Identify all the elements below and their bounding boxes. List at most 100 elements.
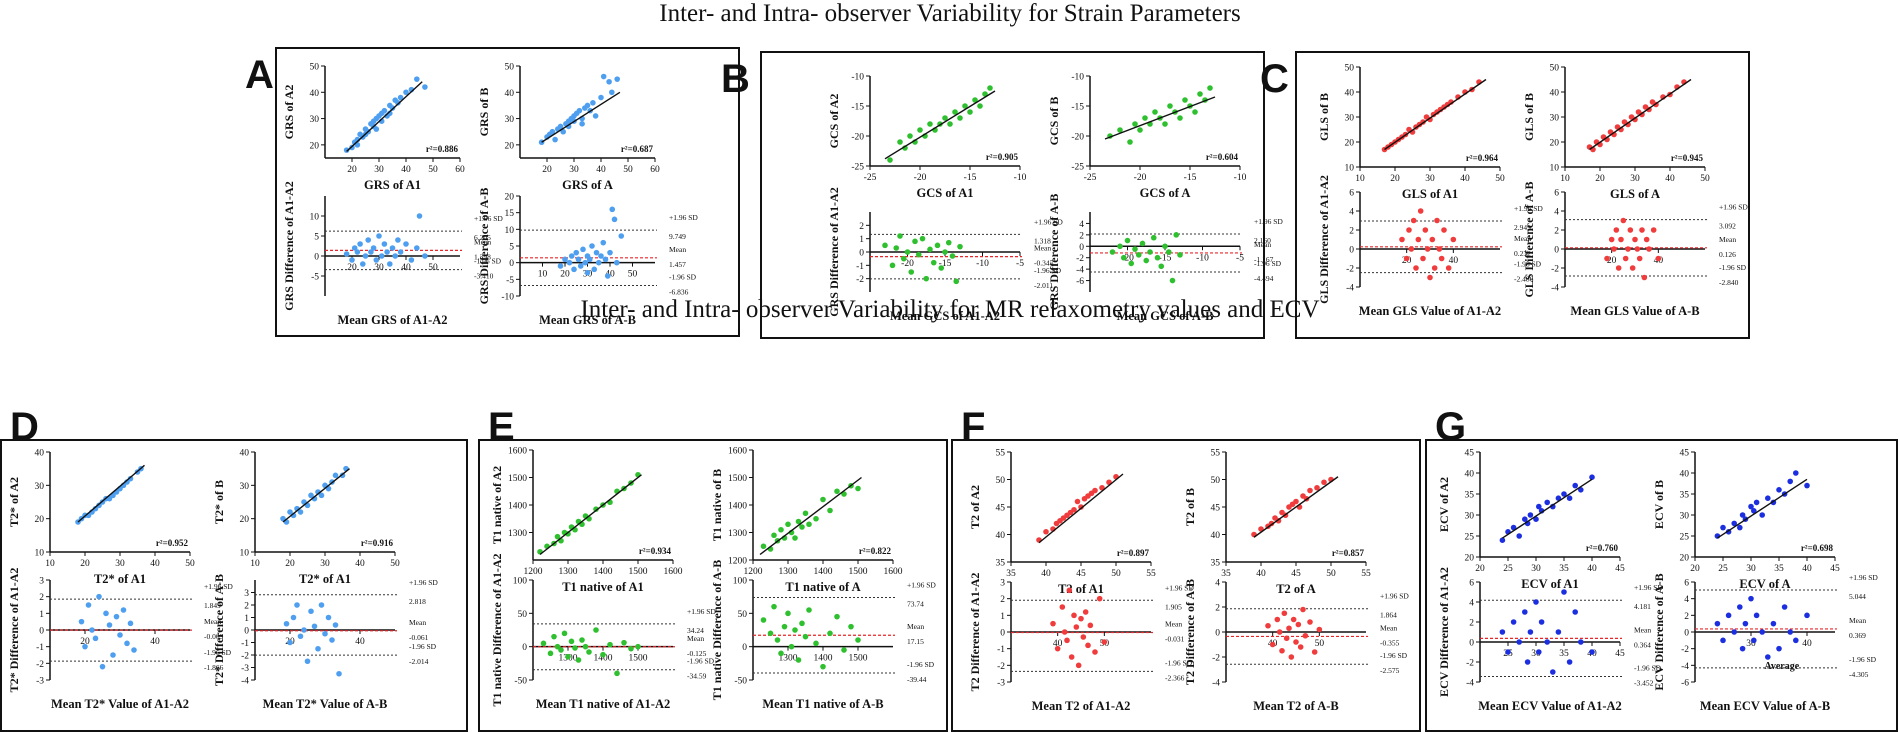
x-tick-label: 30 bbox=[1425, 174, 1435, 184]
data-point bbox=[1422, 227, 1429, 233]
y-tick-label: 20 bbox=[310, 141, 320, 151]
annotation-label: Average bbox=[1764, 661, 1799, 672]
upper-limit-tag: +1.96 SD bbox=[907, 581, 936, 590]
x-axis-label: Mean GCS of A-B bbox=[1117, 309, 1214, 323]
x-tick-label: 20 bbox=[80, 559, 90, 569]
data-point bbox=[613, 259, 620, 266]
data-point bbox=[628, 645, 634, 652]
x-tick-label: 1400 bbox=[814, 567, 833, 577]
data-point bbox=[283, 620, 290, 627]
r-squared-label: r²=0.760 bbox=[1586, 543, 1619, 553]
y-axis-label: T2 of A2 bbox=[968, 485, 982, 529]
regression-line bbox=[1384, 78, 1487, 151]
y-tick-label: 1 bbox=[1000, 612, 1005, 622]
upper-limit-tag: +1.96 SD bbox=[1380, 592, 1409, 601]
data-point bbox=[1634, 246, 1641, 252]
y-tick-label: 100 bbox=[733, 577, 748, 587]
data-point bbox=[802, 633, 809, 640]
data-point bbox=[1302, 632, 1309, 639]
y-tick-label: -2 bbox=[856, 275, 864, 285]
y-tick-label: 2 bbox=[1215, 604, 1220, 614]
x-tick-label: 1400 bbox=[594, 654, 613, 664]
data-point bbox=[1417, 208, 1424, 214]
data-point bbox=[373, 126, 380, 132]
y-axis-label: GRS of B bbox=[477, 88, 491, 137]
data-point bbox=[1632, 116, 1638, 123]
y-tick-label: 20 bbox=[1345, 139, 1355, 149]
data-point bbox=[290, 614, 297, 621]
y-tick-label: -3 bbox=[997, 679, 1005, 689]
mean-tag: Mean bbox=[1254, 240, 1271, 249]
y-tick-label: 20 bbox=[1550, 139, 1560, 149]
y-tick-label: 45 bbox=[1211, 504, 1221, 514]
data-point bbox=[792, 627, 798, 633]
mean-tag: Mean bbox=[204, 617, 221, 626]
x-axis-label: Mean ECV Value of A1-A2 bbox=[1478, 699, 1622, 713]
y-tick-label: -1 bbox=[856, 262, 864, 272]
data-point bbox=[893, 245, 900, 251]
x-tick-label: 1600 bbox=[884, 567, 903, 577]
y-tick-label: 50 bbox=[310, 63, 320, 73]
y-tick-label: 0 bbox=[1469, 639, 1474, 649]
data-point bbox=[945, 239, 952, 246]
data-point bbox=[1438, 255, 1445, 262]
data-point bbox=[1751, 508, 1757, 514]
r-squared-label: r²=0.822 bbox=[859, 546, 892, 556]
mean-value: 1.457 bbox=[669, 260, 686, 269]
y-tick-label: -20 bbox=[851, 133, 864, 143]
y-tick-label: 10 bbox=[35, 549, 45, 559]
data-point bbox=[1787, 478, 1793, 485]
y-tick-label: 5 bbox=[509, 243, 514, 253]
data-point bbox=[887, 157, 893, 163]
y-tick-label: -50 bbox=[514, 677, 527, 687]
panel-frame bbox=[1425, 439, 1898, 732]
data-point bbox=[600, 73, 607, 80]
data-point bbox=[609, 206, 616, 213]
regression-line bbox=[346, 81, 423, 152]
data-point bbox=[576, 107, 583, 114]
x-axis-label: T2 of A bbox=[1276, 582, 1316, 596]
data-point bbox=[1636, 255, 1643, 262]
x-axis-label: GCS of A1 bbox=[917, 186, 974, 200]
x-tick-label: 50 bbox=[1111, 569, 1121, 579]
r-squared-label: r²=0.687 bbox=[621, 144, 654, 154]
data-point bbox=[381, 107, 388, 114]
data-point bbox=[1561, 589, 1567, 595]
y-axis-label: GCS of B bbox=[1047, 97, 1061, 146]
y-tick-label: 4 bbox=[1469, 599, 1474, 609]
y-tick-label: 55 bbox=[996, 449, 1006, 459]
data-point bbox=[855, 485, 861, 492]
data-point bbox=[557, 263, 564, 269]
y-tick-label: -4 bbox=[1076, 266, 1084, 276]
data-point bbox=[1295, 621, 1302, 628]
y-tick-label: -1 bbox=[997, 645, 1005, 655]
data-point bbox=[1804, 482, 1810, 489]
data-point bbox=[1431, 265, 1438, 271]
data-point bbox=[110, 652, 116, 658]
data-point bbox=[1731, 629, 1737, 635]
data-point bbox=[1765, 654, 1771, 660]
mean-tag: Mean bbox=[687, 634, 704, 643]
upper-limit-value: 3.092 bbox=[1719, 222, 1736, 231]
data-point bbox=[1192, 109, 1198, 115]
y-tick-label: 50 bbox=[1550, 64, 1560, 74]
x-tick-label: 50 bbox=[1326, 569, 1336, 579]
data-point bbox=[384, 249, 390, 255]
data-point bbox=[1269, 641, 1276, 648]
y-tick-label: 50 bbox=[738, 610, 748, 620]
data-point bbox=[1572, 482, 1578, 489]
r-squared-label: r²=0.897 bbox=[1117, 548, 1150, 558]
data-point bbox=[1643, 236, 1650, 243]
data-point bbox=[1162, 121, 1168, 127]
upper-limit-tag: +1.96 SD bbox=[669, 213, 698, 222]
data-point bbox=[560, 128, 566, 135]
x-tick-label: -20 bbox=[914, 173, 927, 183]
upper-limit-tag: +1.96 SD bbox=[204, 582, 233, 591]
lower-limit-tag: -1.96 SD bbox=[204, 648, 232, 657]
x-tick-label: -20 bbox=[1121, 253, 1134, 263]
r-squared-label: r²=0.604 bbox=[1206, 152, 1239, 162]
data-point bbox=[554, 533, 561, 540]
